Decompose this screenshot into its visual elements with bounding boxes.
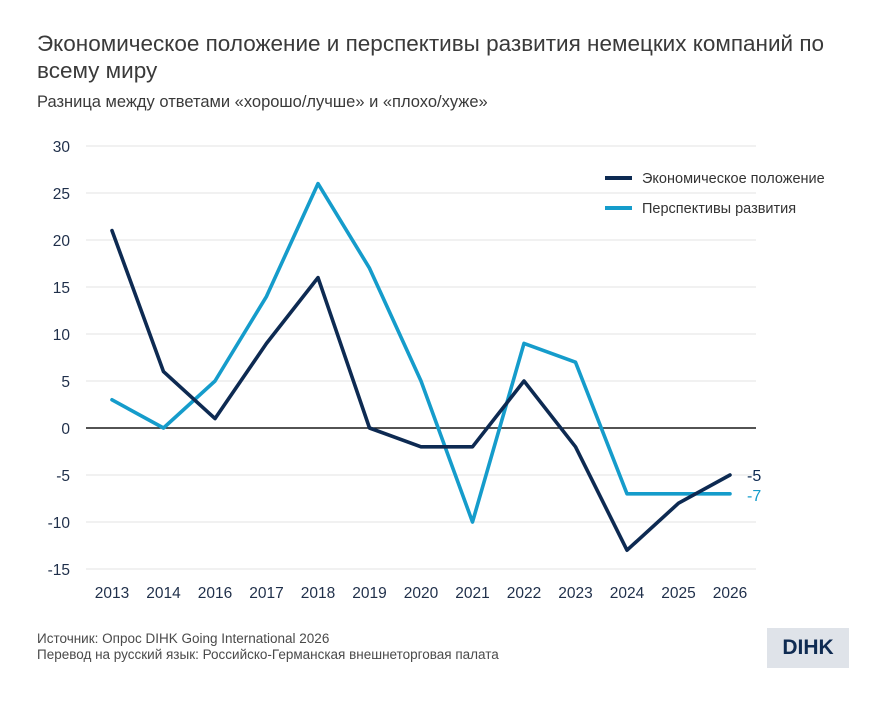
x-tick-label: 2013 bbox=[95, 585, 129, 602]
line-chart: 30 25 20 15 10 5 0 -5 -10 -15 2013 2014 2016 2017 2018… bbox=[48, 139, 825, 602]
end-value-label: -5 bbox=[747, 468, 761, 485]
source-line: Источник: Опрос DIHK Going International… bbox=[37, 631, 330, 646]
series-line bbox=[110, 228, 732, 553]
dihk-logo: DIHK bbox=[767, 628, 849, 668]
x-tick-label: 2026 bbox=[713, 585, 747, 602]
x-tick-label: 2023 bbox=[558, 585, 592, 602]
y-tick-label: 10 bbox=[53, 327, 71, 344]
series-line bbox=[110, 181, 732, 524]
y-tick-label: 0 bbox=[61, 421, 70, 438]
x-tick-label: 2024 bbox=[610, 585, 645, 602]
y-tick-label: -15 bbox=[48, 562, 70, 579]
y-tick-label: 25 bbox=[53, 186, 70, 203]
x-tick-label: 2020 bbox=[404, 585, 439, 602]
chart-subtitle: Разница между ответами «хорошо/лучше» и … bbox=[37, 93, 488, 111]
chart-title: Экономическое положение и перспективы ра… bbox=[37, 31, 825, 83]
y-tick-label: 15 bbox=[53, 280, 70, 297]
x-tick-label: 2018 bbox=[301, 585, 335, 602]
y-tick-label: -10 bbox=[48, 515, 71, 532]
x-tick-label: 2017 bbox=[249, 585, 283, 602]
x-tick-label: 2021 bbox=[455, 585, 489, 602]
x-tick-label: 2014 bbox=[146, 585, 181, 602]
legend-label: Перспективы развития bbox=[642, 201, 796, 217]
legend-label: Экономическое положение bbox=[642, 171, 825, 187]
x-tick-label: 2022 bbox=[507, 585, 541, 602]
x-tick-label: 2025 bbox=[661, 585, 695, 602]
translation-line: Перевод на русский язык: Российско-Герма… bbox=[37, 647, 499, 662]
y-tick-label: -5 bbox=[56, 468, 70, 485]
y-tick-label: 30 bbox=[53, 139, 71, 156]
y-tick-label: 20 bbox=[53, 233, 71, 250]
x-tick-label: 2019 bbox=[352, 585, 386, 602]
source-note: Источник: Опрос DIHK Going International… bbox=[37, 631, 499, 663]
y-tick-label: 5 bbox=[61, 374, 70, 391]
x-tick-label: 2016 bbox=[198, 585, 232, 602]
end-value-label: -7 bbox=[747, 488, 761, 505]
